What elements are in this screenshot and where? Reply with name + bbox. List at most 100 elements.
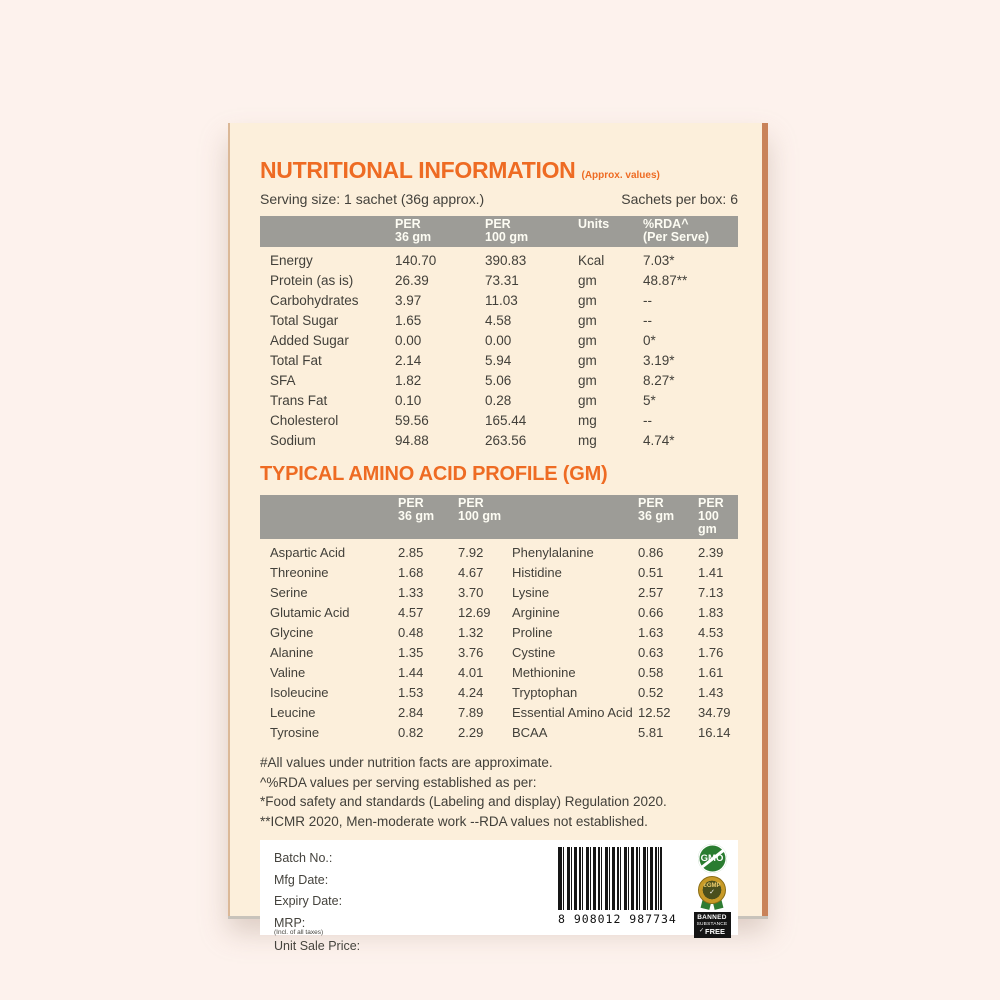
- per-100-value: 4.24: [458, 684, 484, 700]
- nutrition-row: Added Sugar 0.00 0.00 gm 0*: [260, 330, 738, 350]
- amino-table-body: Aspartic Acid 2.85 7.92 Threonine 1.68 4…: [260, 542, 738, 742]
- per-36-value: 0.66: [638, 604, 664, 620]
- per-100-value: 263.56: [485, 432, 527, 448]
- header-cell-per-100: PER 100 gm: [485, 217, 529, 244]
- per-100-value: 4.01: [458, 664, 484, 680]
- per-100-value: 7.89: [458, 704, 484, 720]
- per-100-value: 34.79: [698, 704, 731, 720]
- per-36-value: 0.58: [638, 664, 664, 680]
- amino-row: Glycine 0.48 1.32: [260, 622, 512, 642]
- per-100-value: 2.39: [698, 544, 724, 560]
- per-100-value: 5.94: [485, 352, 512, 368]
- gmo-label: GMO: [700, 853, 724, 864]
- panel-content: NUTRITIONAL INFORMATION (Approx. values)…: [260, 157, 738, 953]
- nutrition-row: Trans Fat 0.10 0.28 gm 5*: [260, 390, 738, 410]
- banned-line-1: BANNED: [697, 914, 727, 921]
- footnote-line: *Food safety and standards (Labeling and…: [260, 794, 667, 809]
- banned-line-3: ✓ FREE: [698, 927, 726, 936]
- units-value: Kcal: [578, 252, 605, 268]
- nutrition-row: SFA 1.82 5.06 gm 8.27*: [260, 370, 738, 390]
- nutrient-name: Energy: [270, 252, 313, 268]
- nutrition-row: Sodium 94.88 263.56 mg 4.74*: [260, 430, 738, 450]
- rda-value: 5*: [643, 392, 656, 408]
- amino-row: Arginine 0.66 1.83: [512, 602, 738, 622]
- per-100-value: 1.43: [698, 684, 724, 700]
- amino-acid-name: BCAA: [512, 724, 548, 740]
- approx-values-note: (Approx. values): [581, 170, 660, 181]
- nutrition-row: Carbohydrates 3.97 11.03 gm --: [260, 290, 738, 310]
- rda-value: 4.74*: [643, 432, 675, 448]
- amino-acid-name: Serine: [270, 584, 308, 600]
- amino-acid-name: Leucine: [270, 704, 316, 720]
- amino-table-left: Aspartic Acid 2.85 7.92 Threonine 1.68 4…: [260, 542, 512, 742]
- expiry-date-label: Expiry Date:: [274, 894, 343, 908]
- batch-no-label: Batch No.:: [274, 851, 333, 865]
- per-36-value: 5.81: [638, 724, 664, 740]
- per-100-value: 12.69: [458, 604, 491, 620]
- per-36-value: 0.10: [395, 392, 422, 408]
- amino-acid-name: Alanine: [270, 644, 314, 660]
- per-100-value: 1.32: [458, 624, 484, 640]
- per-100-value: 1.41: [698, 564, 724, 580]
- nutrient-name: Protein (as is): [270, 272, 354, 288]
- per-100-value: 7.13: [698, 584, 724, 600]
- amino-row: Proline 1.63 4.53: [512, 622, 738, 642]
- amino-acid-name: Essential Amino Acid: [512, 704, 633, 720]
- amino-row: Valine 1.44 4.01: [260, 662, 512, 682]
- product-box-back-panel: NUTRITIONAL INFORMATION (Approx. values)…: [228, 123, 768, 953]
- amino-row: Aspartic Acid 2.85 7.92: [260, 542, 512, 562]
- footnote-line: ^%RDA values per serving established as …: [260, 774, 537, 790]
- amino-acid-heading: TYPICAL AMINO ACID PROFILE (GM): [260, 463, 608, 485]
- per-36-value: 3.97: [395, 292, 422, 308]
- header-cell-per-36: PER 36 gm: [395, 217, 432, 244]
- per-36-value: 1.65: [395, 312, 422, 328]
- per-36-value: 0.52: [638, 684, 664, 700]
- amino-acid-name: Glycine: [270, 624, 314, 640]
- rda-value: --: [643, 412, 652, 428]
- nutrient-name: Cholesterol: [270, 412, 339, 428]
- units-value: gm: [578, 312, 597, 328]
- certification-badges: GMO cGMP ✓ BANNED SUBSTANCE ✓ FREE: [693, 844, 731, 938]
- nutrient-name: Sodium: [270, 432, 316, 448]
- per-36-value: 59.56: [395, 412, 429, 428]
- per-100-value: 7.92: [458, 544, 484, 560]
- per-100-value: 1.76: [698, 644, 724, 660]
- nutrient-name: Total Sugar: [270, 312, 339, 328]
- amino-acid-name: Isoleucine: [270, 684, 329, 700]
- per-100-value: 4.53: [698, 624, 724, 640]
- per-36-value: 0.48: [398, 624, 424, 640]
- units-value: gm: [578, 352, 597, 368]
- nutrient-name: Trans Fat: [270, 392, 328, 408]
- per-100-value: 3.76: [458, 644, 484, 660]
- amino-row: Lysine 2.57 7.13: [512, 582, 738, 602]
- per-100-value: 0.00: [485, 332, 512, 348]
- units-value: gm: [578, 392, 597, 408]
- nutrient-name: SFA: [270, 372, 296, 388]
- per-36-value: 1.53: [398, 684, 424, 700]
- amino-row: Serine 1.33 3.70: [260, 582, 512, 602]
- per-36-value: 1.68: [398, 564, 424, 580]
- amino-acid-name: Methionine: [512, 664, 576, 680]
- rda-value: 48.87**: [643, 272, 688, 288]
- amino-acid-name: Phenylalanine: [512, 544, 594, 560]
- amino-acid-name: Valine: [270, 664, 306, 680]
- amino-row: Histidine 0.51 1.41: [512, 562, 738, 582]
- units-value: mg: [578, 432, 597, 448]
- check-icon: ✓: [709, 889, 715, 896]
- batch-info-box: Batch No.: Mfg Date: Expiry Date: MRP: (…: [260, 840, 738, 953]
- footnote-line: #All values under nutrition facts are ap…: [260, 755, 553, 770]
- batch-fields: Batch No.: Mfg Date: Expiry Date: MRP: (…: [274, 848, 360, 954]
- per-100-value: 4.67: [458, 564, 484, 580]
- per-36-value: 1.35: [398, 644, 424, 660]
- per-100-value: 73.31: [485, 272, 519, 288]
- rda-value: 7.03*: [643, 252, 675, 268]
- amino-acid-name: Arginine: [512, 604, 560, 620]
- amino-row: Methionine 0.58 1.61: [512, 662, 738, 682]
- per-36-value: 0.51: [638, 564, 664, 580]
- amino-acid-name: Aspartic Acid: [270, 544, 346, 560]
- units-value: gm: [578, 272, 597, 288]
- footnote-line: **ICMR 2020, Men-moderate work --RDA val…: [260, 813, 648, 829]
- amino-row: Tryptophan 0.52 1.43: [512, 682, 738, 702]
- header-cell-per-100-left: PER 100 gm: [458, 496, 502, 523]
- per-36-value: 140.70: [395, 252, 437, 268]
